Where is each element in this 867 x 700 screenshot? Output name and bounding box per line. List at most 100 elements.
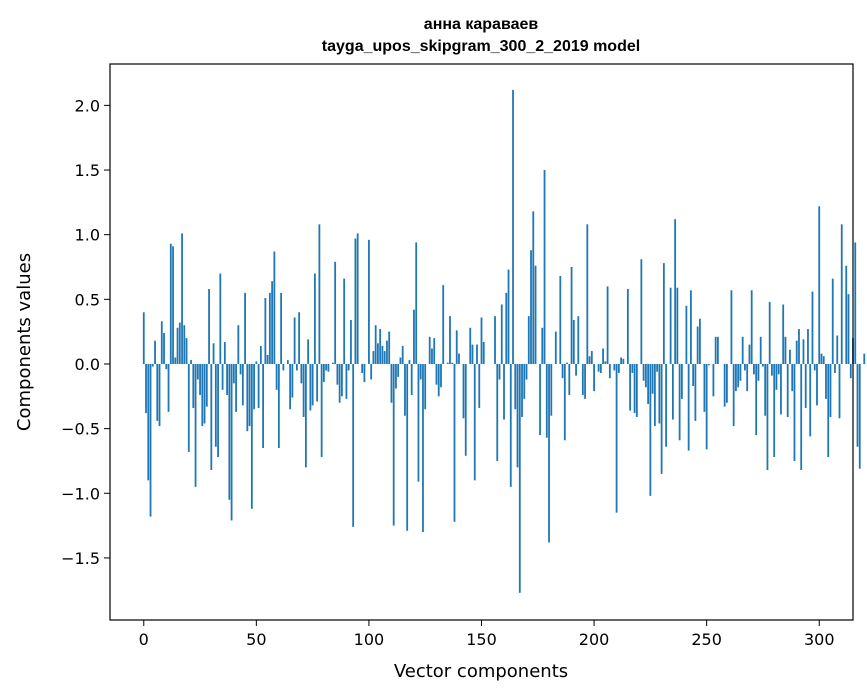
- bar: [681, 364, 683, 399]
- bar: [573, 320, 575, 364]
- bar: [845, 266, 847, 364]
- bar: [255, 361, 257, 364]
- bar: [496, 364, 498, 461]
- bar: [571, 267, 573, 364]
- bar: [391, 364, 393, 403]
- bar: [735, 364, 737, 391]
- bar: [429, 337, 431, 364]
- bar: [305, 364, 307, 467]
- x-tick-label: 200: [579, 630, 610, 649]
- bar: [170, 244, 172, 364]
- bar: [771, 364, 773, 376]
- bar: [764, 364, 766, 416]
- bar: [652, 364, 654, 394]
- bar: [159, 364, 161, 426]
- bar: [404, 364, 406, 416]
- bar: [636, 364, 638, 417]
- bar: [564, 364, 566, 440]
- bar: [244, 293, 246, 364]
- bar: [665, 364, 667, 447]
- bar: [539, 364, 541, 435]
- bar: [246, 364, 248, 431]
- bar: [501, 305, 503, 364]
- bar: [226, 364, 228, 395]
- bar: [697, 326, 699, 364]
- bar: [794, 364, 796, 461]
- bar: [152, 364, 154, 367]
- bar: [658, 364, 660, 423]
- bar: [382, 346, 384, 364]
- bar: [269, 293, 271, 364]
- bar: [332, 363, 334, 364]
- bar: [622, 359, 624, 364]
- bar: [251, 364, 253, 509]
- bar: [692, 364, 694, 386]
- bar: [420, 364, 422, 380]
- bar: [395, 364, 397, 389]
- bar: [165, 364, 167, 369]
- bar: [796, 341, 798, 364]
- x-tick-label: 300: [804, 630, 835, 649]
- bar: [242, 364, 244, 405]
- bar: [789, 350, 791, 364]
- bar: [210, 364, 212, 470]
- bar: [827, 364, 829, 457]
- bar: [402, 346, 404, 364]
- bar: [397, 364, 399, 377]
- bar: [782, 305, 784, 364]
- bar: [803, 339, 805, 364]
- bar: [208, 289, 210, 364]
- bar: [566, 363, 568, 364]
- bar: [190, 360, 192, 364]
- bar: [235, 364, 237, 412]
- bar: [717, 337, 719, 364]
- bar: [751, 290, 753, 364]
- bar: [478, 364, 480, 408]
- bar: [168, 364, 170, 412]
- bar: [859, 364, 861, 469]
- bar: [219, 273, 221, 364]
- bar: [762, 364, 764, 367]
- bar: [318, 224, 320, 364]
- bar: [755, 364, 757, 435]
- bar: [240, 364, 242, 374]
- bar: [769, 302, 771, 364]
- bar: [854, 242, 856, 364]
- bar: [535, 266, 537, 364]
- bar: [346, 364, 348, 399]
- bar: [350, 320, 352, 364]
- bar: [472, 345, 474, 364]
- bar: [181, 233, 183, 364]
- bar: [800, 364, 802, 470]
- bar: [541, 328, 543, 364]
- bar: [607, 286, 609, 364]
- bar: [848, 294, 850, 364]
- bar: [267, 355, 269, 364]
- x-tick-label: 100: [354, 630, 385, 649]
- bar: [823, 356, 825, 364]
- bar: [298, 312, 300, 364]
- bar: [386, 341, 388, 364]
- x-tick-label: 0: [139, 630, 149, 649]
- bar: [690, 290, 692, 364]
- bar: [273, 251, 275, 363]
- bar: [526, 364, 528, 380]
- bar: [177, 328, 179, 364]
- bar: [373, 351, 375, 364]
- bar: [449, 316, 451, 364]
- bar: [282, 364, 284, 370]
- bar: [422, 364, 424, 532]
- bar: [451, 363, 453, 364]
- bar: [582, 364, 584, 395]
- bar: [174, 358, 176, 364]
- bar: [503, 364, 505, 420]
- bar: [758, 364, 760, 381]
- bar: [836, 336, 838, 364]
- bar: [643, 364, 645, 381]
- chart-title: анна караваев: [424, 16, 539, 33]
- bar: [307, 339, 309, 364]
- bar: [672, 364, 674, 420]
- bar: [264, 298, 266, 364]
- bar: [740, 364, 742, 381]
- bar: [375, 325, 377, 364]
